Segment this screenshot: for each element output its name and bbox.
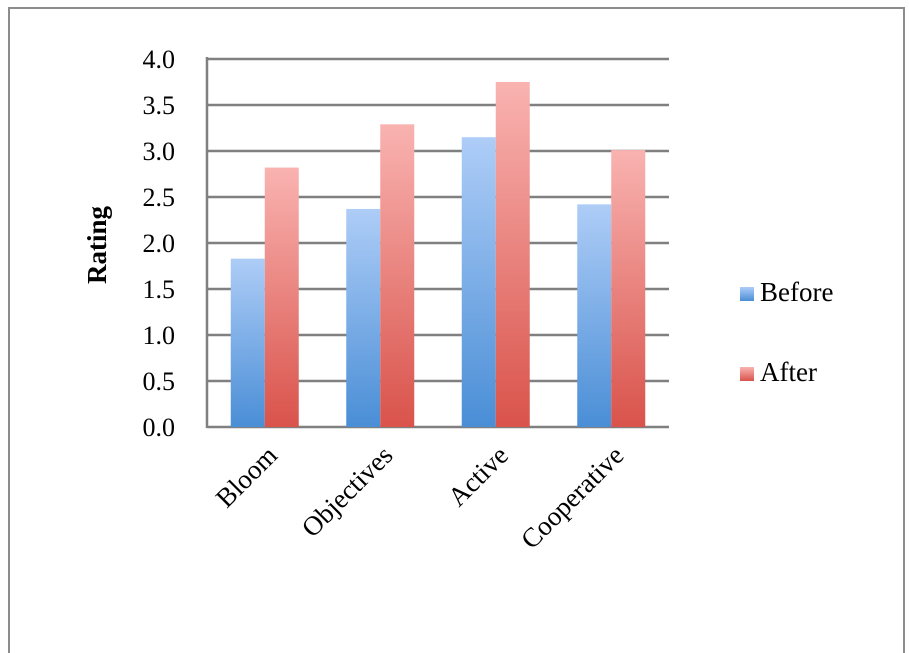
legend-swatch-after	[740, 367, 754, 381]
y-tick-label: 3.5	[143, 91, 176, 120]
y-axis-title: Rating	[82, 206, 112, 285]
y-tick-label: 1.5	[143, 275, 176, 304]
bar-after-active	[495, 82, 530, 427]
bar-after-cooperative	[611, 150, 646, 427]
bars	[230, 82, 646, 427]
y-tick-label: 4.0	[143, 45, 176, 74]
y-tick-label: 2.0	[143, 229, 176, 258]
y-tick-label: 0.5	[143, 367, 176, 396]
x-category-label: Active	[442, 440, 514, 512]
y-tick-label: 0.0	[143, 413, 176, 442]
y-tick-label: 1.0	[143, 321, 176, 350]
bar-after-objectives	[380, 124, 415, 427]
bar-after-bloom	[264, 167, 299, 427]
y-tick-label: 3.0	[143, 137, 176, 166]
y-axis-tick-labels: 0.0 0.5 1.0 1.5 2.0 2.5 3.0 3.5 4.0	[143, 45, 176, 442]
bar-before-active	[461, 137, 496, 427]
chart-border	[8, 7, 905, 653]
legend-item-before: Before	[740, 277, 833, 307]
x-category-label: Bloom	[210, 440, 283, 513]
legend-item-after: After	[740, 357, 817, 387]
bar-before-bloom	[230, 258, 265, 427]
bar-before-objectives	[346, 208, 381, 427]
x-axis-category-labels: Bloom Objectives Active Cooperative	[210, 440, 630, 555]
y-tick-label: 2.5	[143, 183, 176, 212]
legend-label-after: After	[760, 357, 817, 387]
legend-label-before: Before	[760, 277, 833, 307]
legend-swatch-before	[740, 287, 754, 301]
bar-before-cooperative	[577, 204, 612, 427]
x-category-label: Objectives	[296, 440, 399, 543]
x-category-label: Cooperative	[515, 440, 630, 555]
legend: Before After	[740, 277, 833, 387]
